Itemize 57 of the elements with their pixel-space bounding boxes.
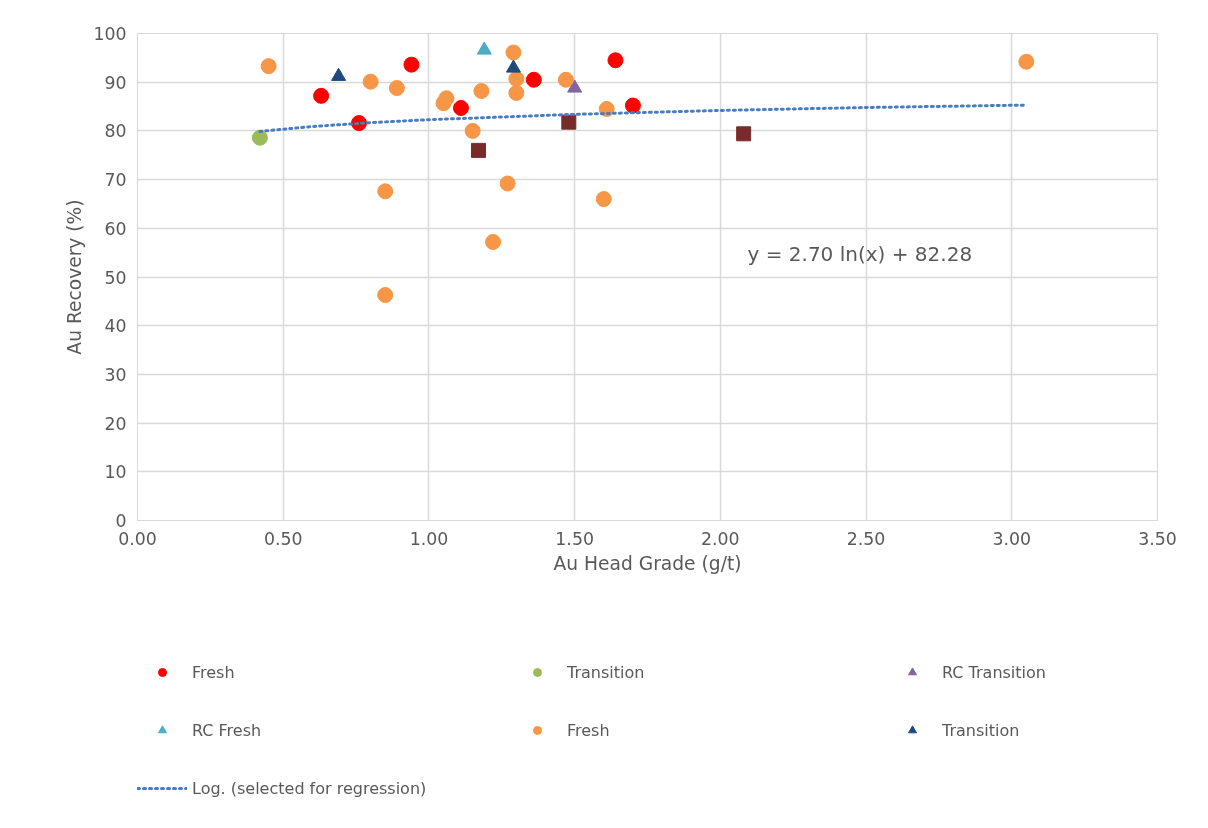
point — [438, 90, 455, 107]
y-tick-label: 10 — [104, 462, 127, 483]
x-tick-label: 2.50 — [846, 528, 886, 549]
legend-label: RC Transition — [942, 662, 1047, 682]
y-tick-label: 70 — [104, 170, 127, 191]
point — [377, 183, 394, 200]
x-tick-label: 0.50 — [263, 528, 303, 549]
y-tick-label: 40 — [104, 316, 127, 337]
point — [470, 142, 486, 158]
point — [377, 287, 394, 303]
point — [403, 56, 420, 73]
x-axis-title: Au Head Grade (g/t) — [553, 552, 742, 574]
x-tick-label: 3.00 — [992, 528, 1032, 549]
legend-label: Log. (selected for regression) — [192, 778, 428, 798]
y-tick-label: 50 — [104, 267, 127, 288]
y-tick-label: 90 — [104, 72, 127, 93]
x-tick-label: 3.50 — [1138, 528, 1177, 549]
y-tick-label: 80 — [104, 121, 127, 142]
x-tick-label: 0.00 — [118, 528, 157, 549]
y-tick-label: 100 — [93, 24, 127, 44]
point — [251, 129, 268, 146]
point — [485, 233, 502, 250]
point — [508, 84, 525, 101]
legend-label: RC Fresh — [192, 720, 263, 740]
legend-label: Transition — [567, 662, 646, 682]
point — [624, 97, 641, 114]
point — [607, 52, 624, 69]
point — [388, 80, 405, 97]
point — [595, 191, 612, 208]
y-tick-label: 60 — [104, 218, 127, 239]
point — [464, 122, 481, 139]
point — [505, 59, 521, 73]
point — [476, 41, 492, 55]
legend-label: Fresh — [567, 720, 611, 740]
point — [525, 71, 542, 88]
legend-label: Transition — [942, 720, 1021, 740]
point — [260, 58, 277, 75]
y-tick-label: 30 — [104, 364, 127, 385]
point — [452, 100, 469, 116]
x-tick-label: 2.00 — [701, 528, 740, 549]
annotation: y = 2.70 ln(x) + 82.28 — [747, 241, 973, 266]
point — [1018, 53, 1035, 70]
y-tick-label: 20 — [104, 413, 127, 434]
point — [561, 114, 577, 130]
point — [362, 73, 379, 90]
y-axis-title: Au Recovery (%) — [64, 199, 86, 355]
point — [473, 82, 490, 99]
point — [736, 126, 752, 142]
point — [567, 79, 583, 93]
x-tick-label: 1.50 — [555, 528, 594, 549]
point — [557, 71, 574, 88]
point — [313, 87, 330, 104]
point — [505, 44, 522, 61]
y-tick-label: 0 — [115, 511, 127, 531]
legend-label: Fresh — [192, 662, 236, 682]
x-tick-label: 1.00 — [409, 528, 449, 549]
point — [499, 175, 516, 192]
